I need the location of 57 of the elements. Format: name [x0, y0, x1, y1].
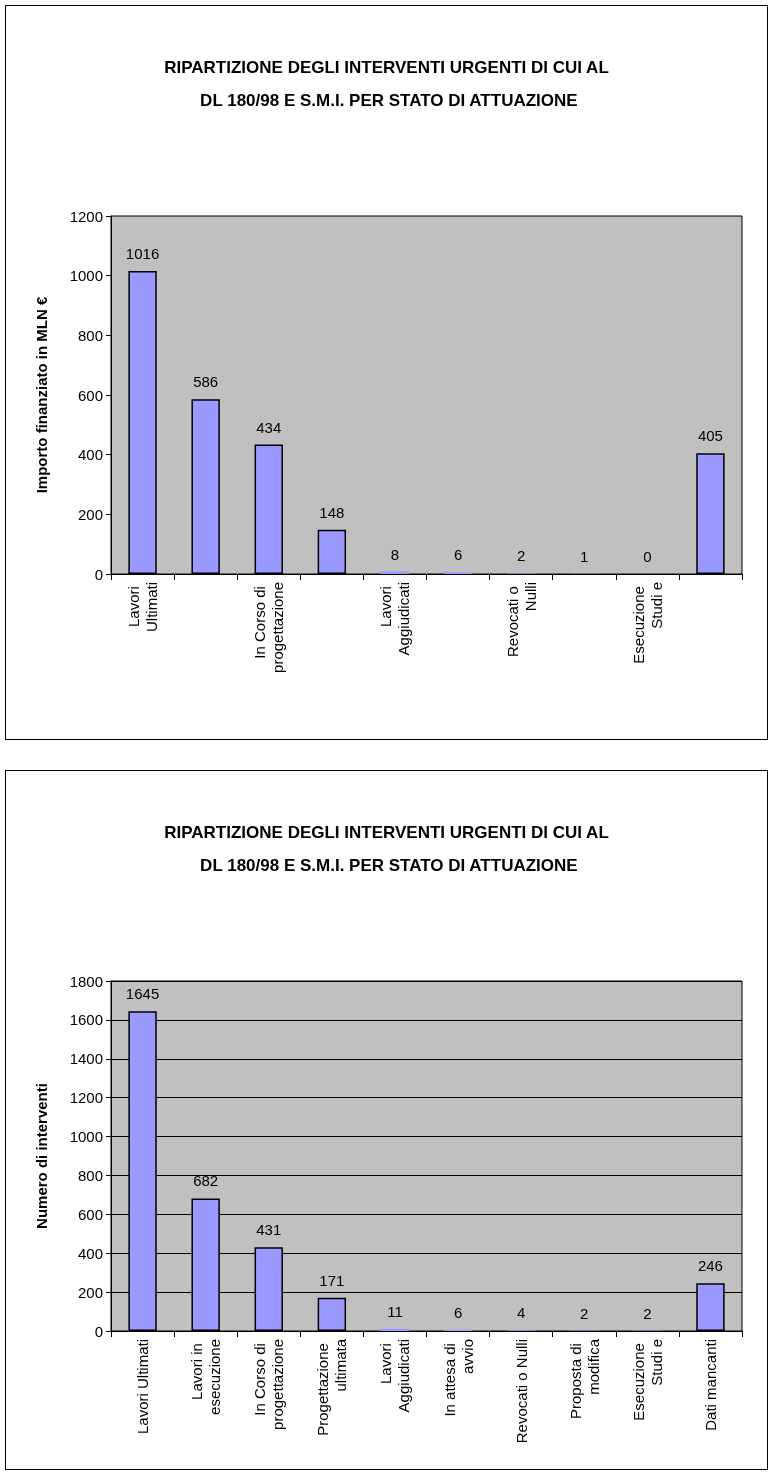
- data-label: 405: [697, 427, 723, 445]
- data-label: 431: [256, 1221, 282, 1239]
- x-tick-label: In Corso di progettazione: [251, 1339, 287, 1430]
- y-tick-label: 600: [77, 386, 103, 404]
- y-tick-label: 600: [77, 1205, 103, 1223]
- chart-title: RIPARTIZIONE DEGLI INTERVENTI URGENTI DI CUI AL DL 180/98 E S.M.I. PER STATO DI ATTUAZIONE: [164, 823, 609, 875]
- y-tick-label: 1000: [69, 267, 103, 285]
- data-label: 11: [387, 1302, 403, 1320]
- y-tick-label: 0: [94, 565, 103, 583]
- y-tick-label: 800: [77, 326, 103, 344]
- x-tick-label: Lavori Ultimati: [125, 582, 161, 633]
- y-tick-label: 200: [77, 505, 103, 523]
- y-tick-label: 1000: [69, 1128, 103, 1146]
- y-tick-label: 400: [77, 1244, 103, 1262]
- data-label: 1016: [125, 244, 160, 262]
- data-label: 434: [256, 418, 282, 436]
- data-label: 2: [580, 1304, 589, 1322]
- y-axis-title: Importo finanziato in MLN €: [33, 296, 50, 494]
- data-label: 8: [390, 545, 400, 563]
- data-label: 246: [697, 1257, 723, 1275]
- data-label: 6: [453, 546, 463, 564]
- y-tick-label: 400: [77, 446, 103, 464]
- x-tick-label: Proposta di modifica: [566, 1338, 602, 1420]
- data-label: 4: [516, 1304, 526, 1322]
- x-tick-label: Lavori Aggiudicati: [377, 1339, 413, 1413]
- data-label: 2: [516, 547, 526, 565]
- bar: [380, 1328, 410, 1331]
- x-tick-label: Lavori Aggiudicati: [377, 582, 413, 656]
- data-label: 1645: [125, 985, 160, 1003]
- x-tick-label: Esecuzione Studi e: [629, 1339, 665, 1421]
- x-tick-label: Lavori Ultimati: [134, 1339, 152, 1435]
- y-tick-label: 800: [77, 1166, 103, 1184]
- data-label: 6: [453, 1303, 463, 1321]
- x-tick-label: In attesa di avvio: [440, 1339, 476, 1417]
- data-label: 0: [643, 548, 652, 565]
- x-tick-label: Revocati o Nulli: [512, 1339, 530, 1444]
- data-label: 1: [580, 547, 589, 565]
- data-label: 148: [319, 503, 345, 521]
- x-tick-label: Lavori in esecuzione: [188, 1339, 224, 1415]
- data-label: 682: [193, 1172, 219, 1190]
- data-label: 171: [319, 1271, 345, 1289]
- chart-title: RIPARTIZIONE DEGLI INTERVENTI URGENTI DI CUI AL DL 180/98 E S.M.I. PER STATO DI ATTUAZIONE: [164, 58, 609, 110]
- y-tick-label: 1800: [69, 972, 103, 990]
- x-tick-label: In Corso di progettazione: [251, 582, 287, 673]
- x-tick-label: Revocati o Nulli: [503, 582, 539, 658]
- data-label: 586: [193, 373, 219, 391]
- y-tick-label: 200: [77, 1283, 103, 1301]
- y-tick-label: 0: [94, 1322, 103, 1340]
- y-axis-title: Numero di interventi: [33, 1083, 50, 1229]
- x-tick-label: Progettazione ultimata: [314, 1338, 350, 1436]
- y-tick-label: 1600: [69, 1011, 103, 1029]
- x-tick-label: Esecuzione Studi e: [629, 582, 665, 664]
- y-tick-label: 1200: [69, 1089, 103, 1107]
- y-tick-label: 1200: [69, 207, 103, 225]
- data-label: 2: [643, 1304, 652, 1322]
- y-tick-label: 1400: [69, 1050, 103, 1068]
- x-tick-label: Dati mancanti: [701, 1339, 719, 1431]
